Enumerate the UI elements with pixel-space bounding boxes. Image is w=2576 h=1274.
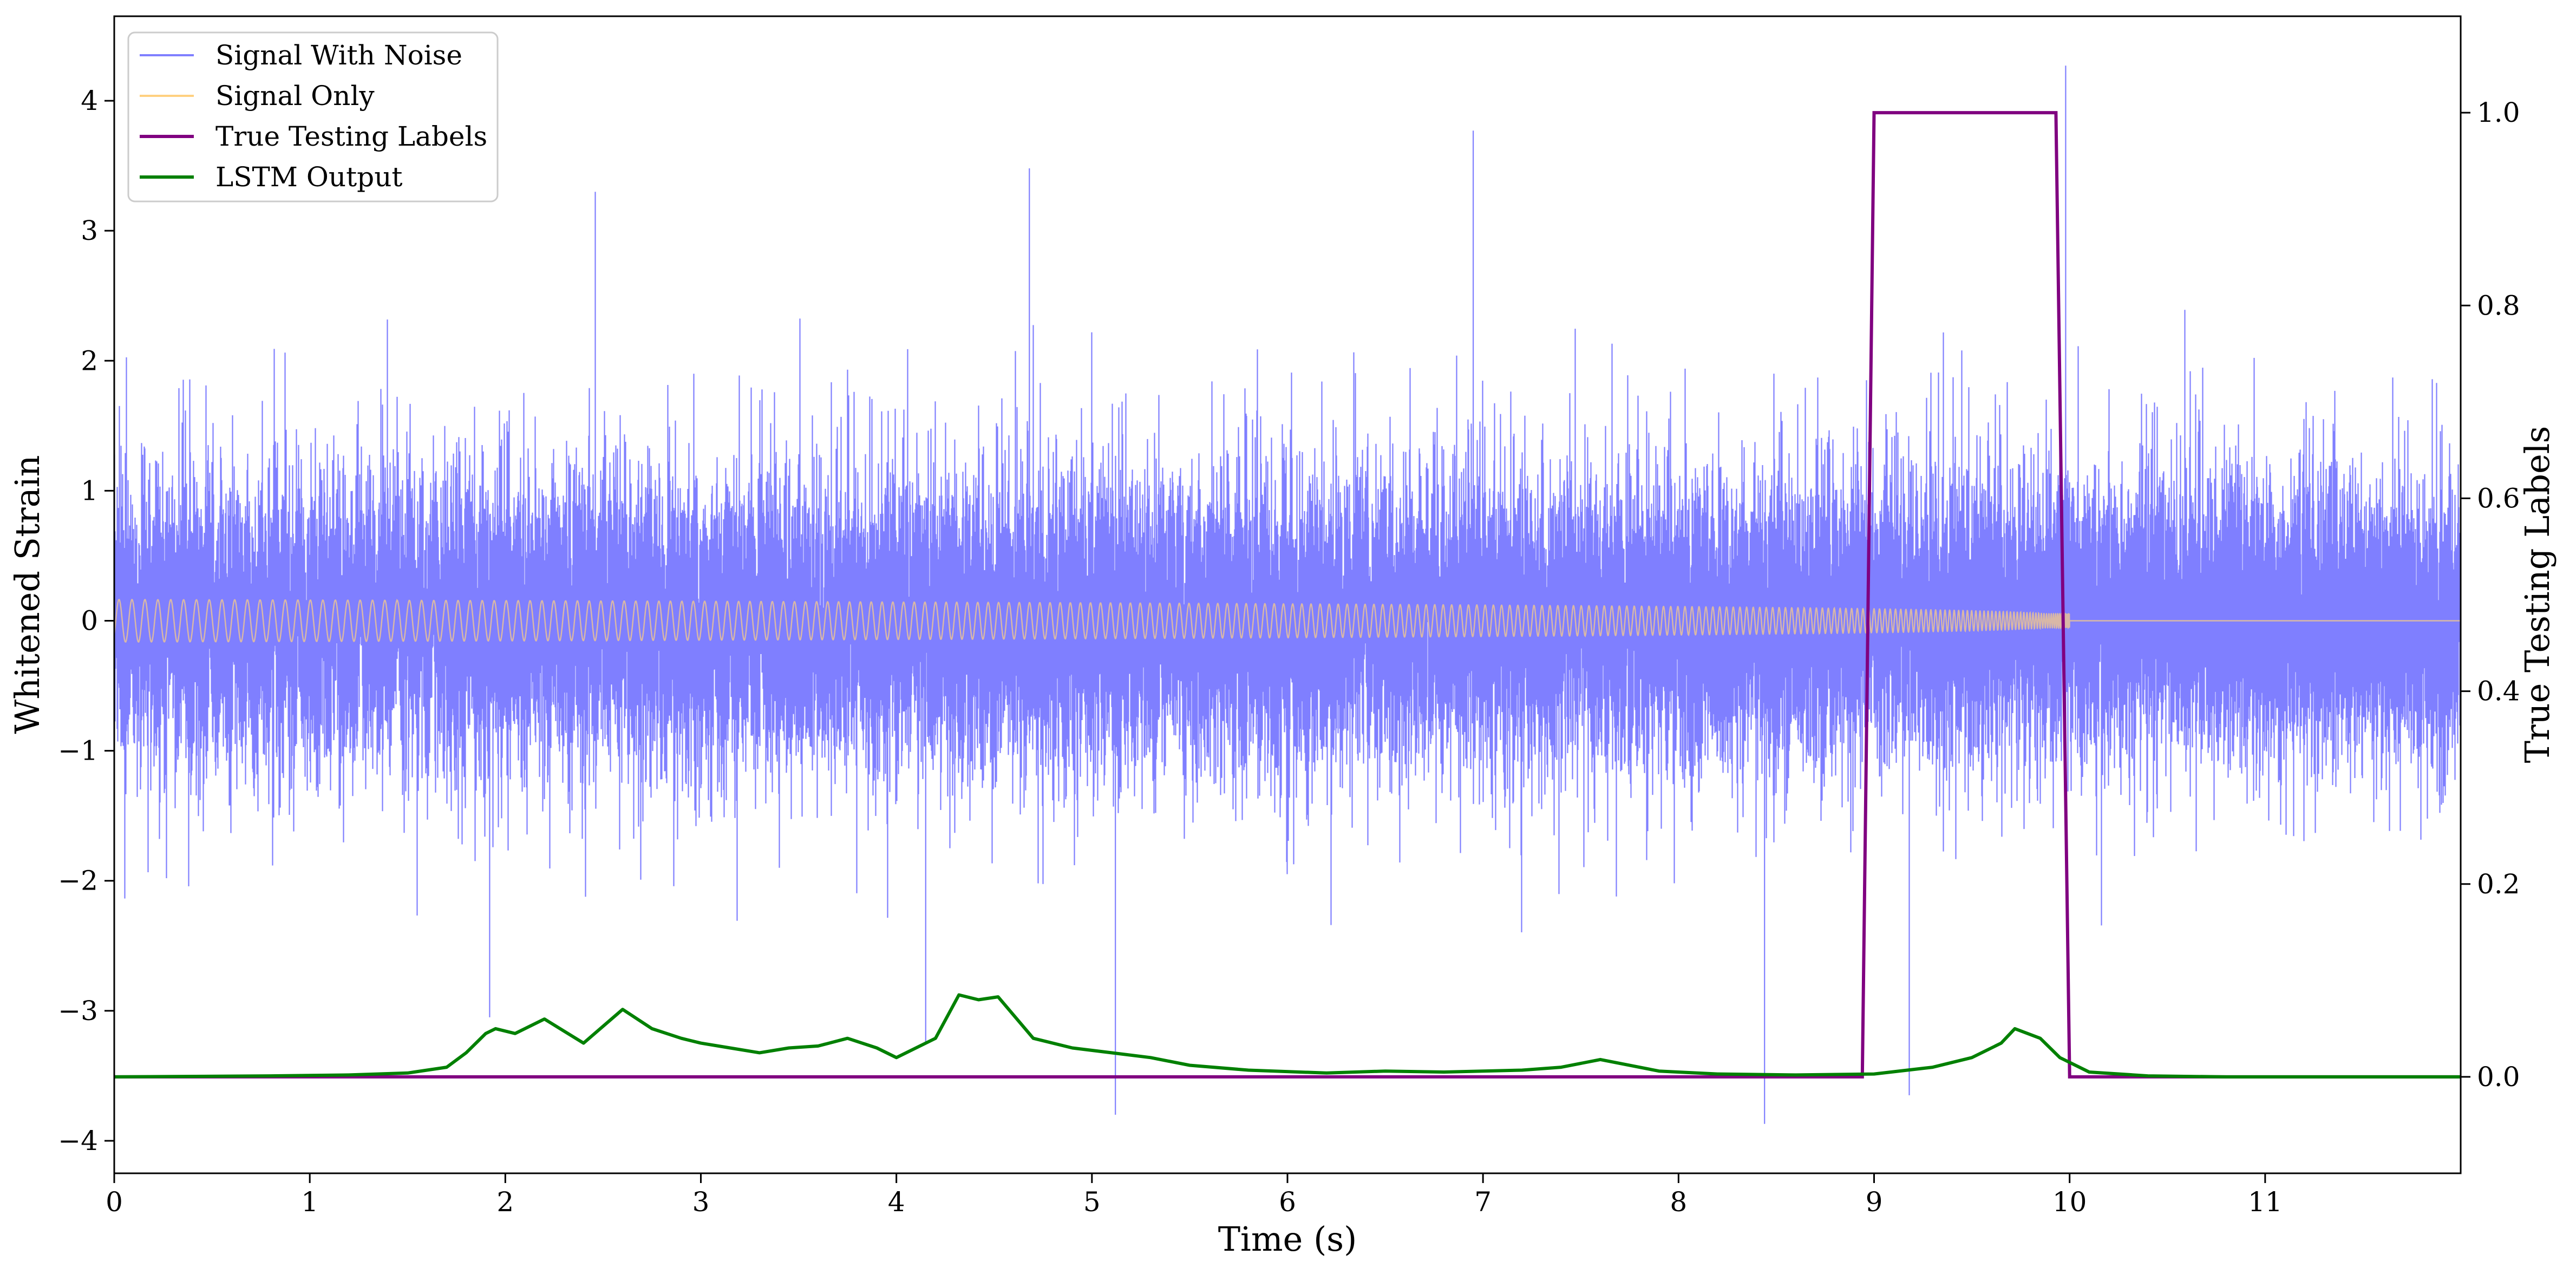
legend-label: Signal With Noise: [215, 40, 462, 71]
legend-box: [127, 31, 499, 202]
y2-tick-label: 0.0: [2477, 1061, 2520, 1093]
legend-label: True Testing Labels: [215, 121, 487, 152]
y-tick-label: −3: [58, 995, 98, 1027]
y-tick-label: −2: [58, 865, 98, 897]
y2-tick-label: 0.4: [2477, 676, 2520, 707]
legend: Signal With Noise Signal Only True Testing…: [127, 31, 499, 202]
series-lstm-output: [114, 993, 2461, 1079]
y-tick-label: 0: [81, 605, 98, 637]
legend-label: LSTM Output: [215, 161, 402, 193]
x-tick-label: 9: [1866, 1186, 1883, 1218]
x-tick-label: 11: [2248, 1186, 2283, 1218]
y2-axis-title: True Testing Labels: [2518, 426, 2557, 763]
x-tick-label: 6: [1279, 1186, 1296, 1218]
x-tick-label: 7: [1474, 1186, 1492, 1218]
plot-series: [114, 66, 2461, 1124]
x-tick-label: 0: [106, 1186, 123, 1218]
x-tick-label: 1: [301, 1186, 318, 1218]
y2-tick-label: 0.8: [2477, 290, 2520, 321]
x-tick-label: 3: [692, 1186, 710, 1218]
y2-tick-label: 1.0: [2477, 97, 2520, 128]
y2-tick-label: 0.6: [2477, 482, 2520, 514]
y-tick-label: 1: [81, 475, 98, 506]
y-axis-title: Whitened Strain: [8, 455, 47, 734]
y2-tick-label: 0.2: [2477, 868, 2520, 900]
y-tick-label: −4: [58, 1125, 98, 1157]
x-tick-label: 4: [888, 1186, 905, 1218]
y-tick-label: 2: [81, 345, 98, 376]
x-tick-label: 5: [1083, 1186, 1101, 1218]
axes-ticks: 0 1 2 3 4 5 6 7 8 9 10 11 −4 −3 −2 −1 0 1 2 3 4 0.0 0.2 0.4 0.6 0…: [58, 85, 2520, 1218]
y-tick-label: 3: [81, 215, 98, 246]
y-tick-label: 4: [81, 85, 98, 116]
series-true-testing-labels: [114, 111, 2461, 1079]
y-tick-label: −1: [58, 735, 98, 767]
x-tick-label: 10: [2052, 1186, 2087, 1218]
x-tick-label: 8: [1670, 1186, 1687, 1218]
series-signal-only: [114, 598, 2461, 643]
x-axis-title: Time (s): [1218, 1219, 1357, 1259]
x-tick-label: 2: [496, 1186, 514, 1218]
legend-label: Signal Only: [215, 80, 375, 112]
